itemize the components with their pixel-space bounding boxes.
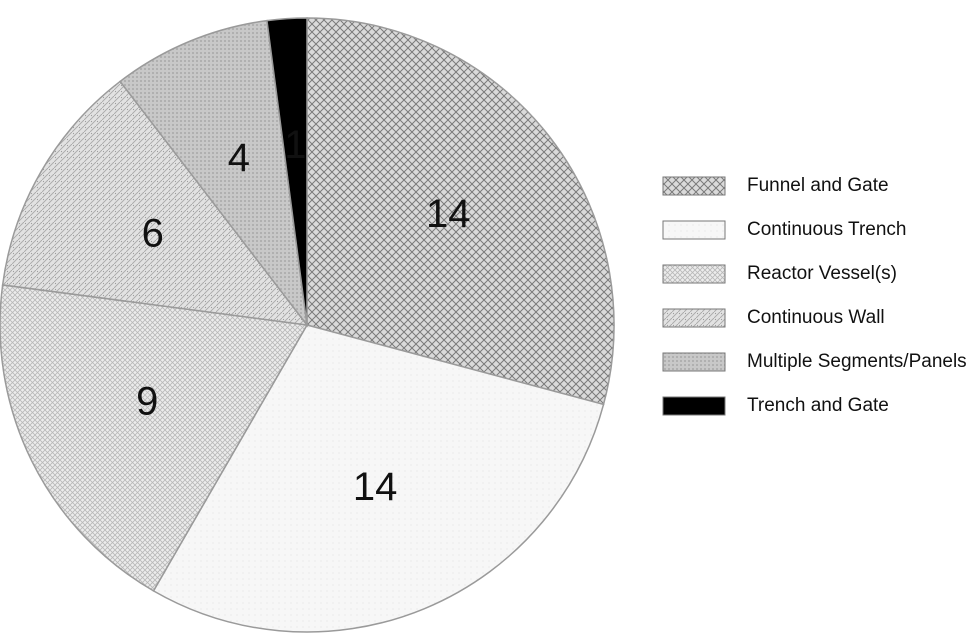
pie-slice-labels: 14 14 9 6 4 1 <box>136 123 470 509</box>
legend-label-continuous-trench: Continuous Trench <box>747 219 907 240</box>
pie-slice-trench-and-gate <box>266 17 308 326</box>
pie-slice-continuous-wall <box>1 80 309 326</box>
legend-label-multiple-segments-panels: Multiple Segments/Panels <box>747 351 967 372</box>
legend-swatch-continuous-trench <box>662 220 726 240</box>
pie-slices <box>0 17 615 633</box>
legend-swatch-trench-and-gate <box>662 396 726 416</box>
pie-slice-funnel-and-gate <box>306 17 615 406</box>
slice-value-label-trench-and-gate: 1 <box>284 123 306 167</box>
legend-swatch-continuous-wall <box>662 308 726 328</box>
slice-value-label-multiple-segments-panels: 4 <box>228 136 250 180</box>
legend-swatch-multiple-segments-panels <box>662 352 726 372</box>
legend-label-reactor-vessel-s: Reactor Vessel(s) <box>747 263 897 284</box>
pie-slice-multiple-segments-panels <box>119 19 309 328</box>
legend-label-trench-and-gate: Trench and Gate <box>747 395 889 416</box>
legend-swatch-funnel-and-gate <box>662 176 726 196</box>
pie-slice-continuous-trench <box>152 324 605 633</box>
slice-value-label-reactor-vessel-s: 9 <box>136 379 158 423</box>
pie-slice-reactor-vessel-s <box>0 284 309 592</box>
slice-value-label-continuous-trench: 14 <box>353 465 398 509</box>
slice-value-label-continuous-wall: 6 <box>142 212 164 256</box>
legend-label-funnel-and-gate: Funnel and Gate <box>747 175 889 196</box>
slice-value-label-funnel-and-gate: 14 <box>426 192 471 236</box>
legend-swatch-reactor-vessel-s <box>662 264 726 284</box>
legend: Funnel and Gate Continuous Trench Reactor … <box>662 175 967 416</box>
legend-label-continuous-wall: Continuous Wall <box>747 307 885 328</box>
